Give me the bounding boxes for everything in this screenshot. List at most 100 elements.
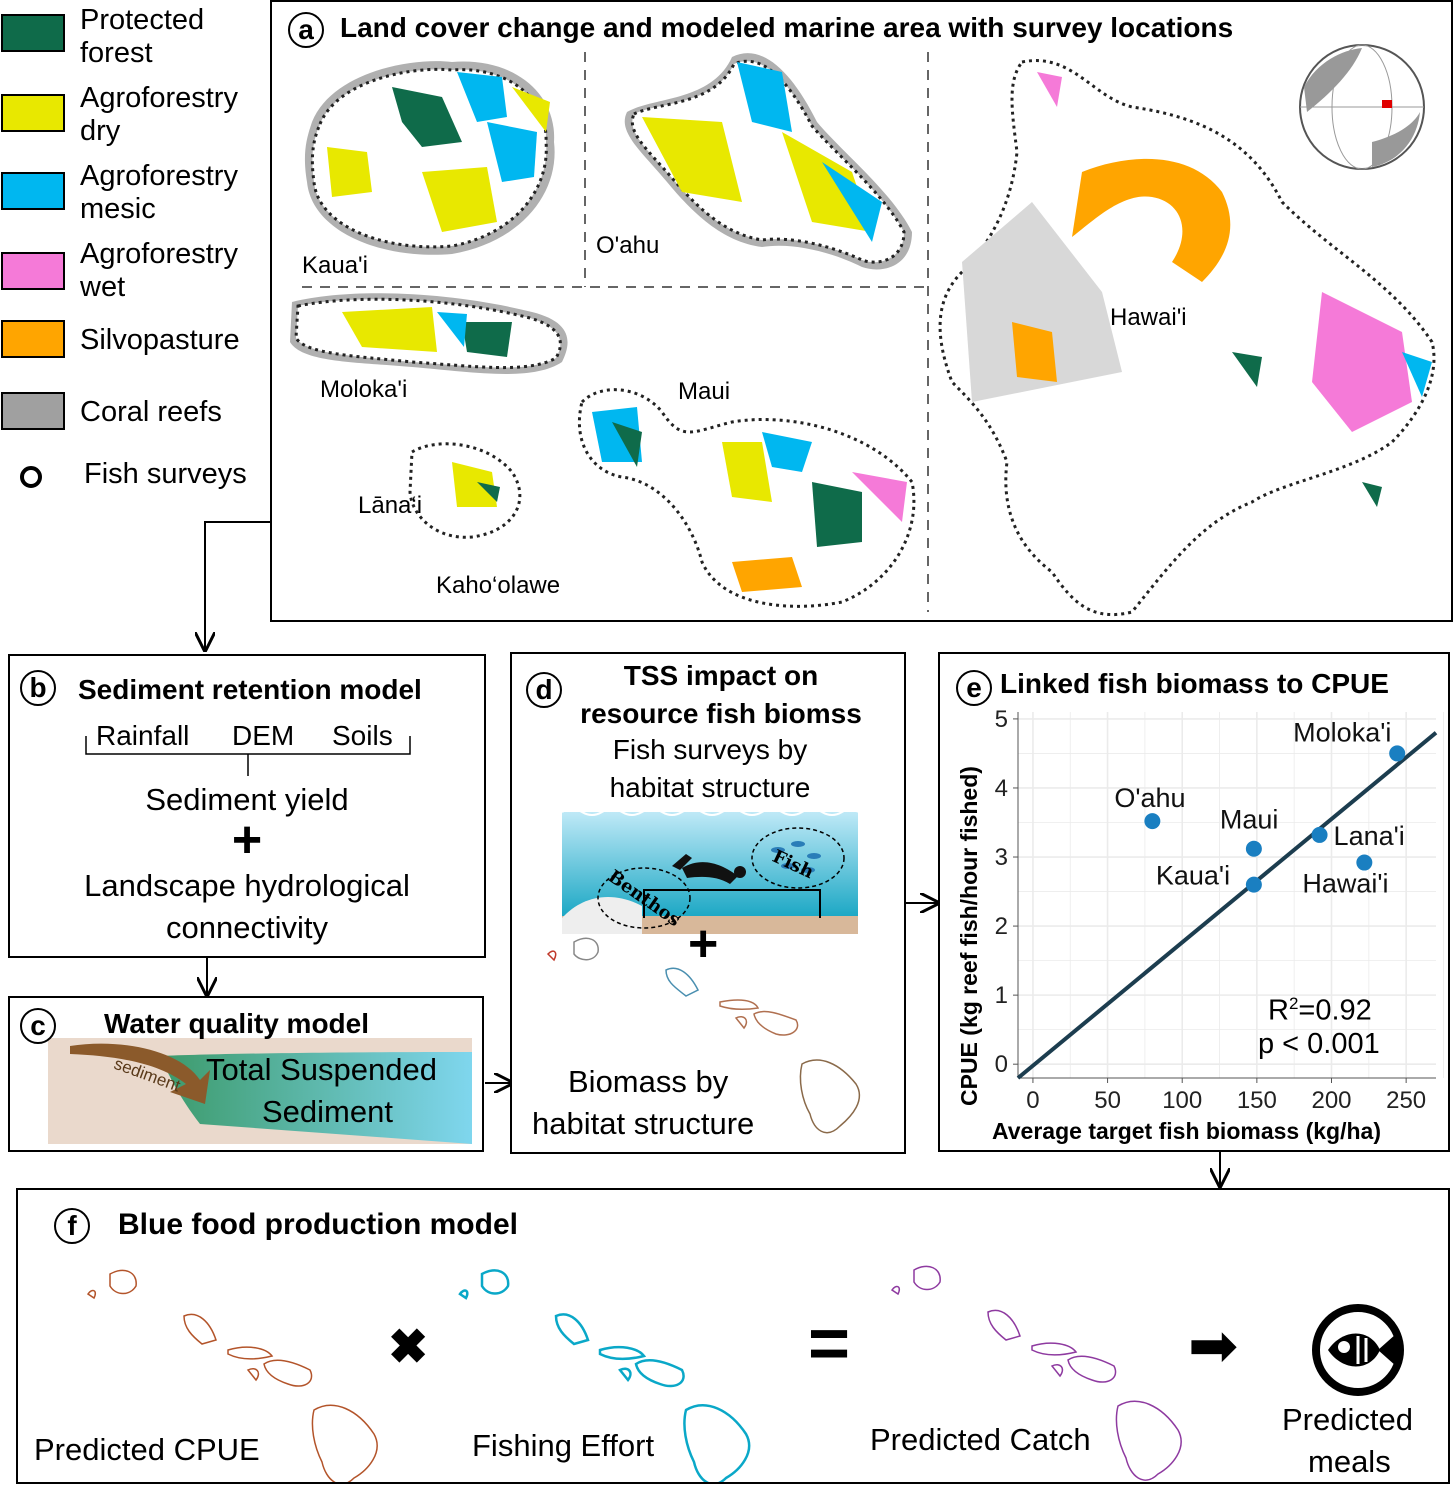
maui-island bbox=[577, 388, 916, 608]
legend-label-protected: Protected bbox=[80, 4, 205, 36]
arrow-a-to-b bbox=[205, 521, 272, 650]
legend-label-coral-reefs: Coral reefs bbox=[80, 396, 222, 428]
x-tick-label: 0 bbox=[1026, 1087, 1039, 1114]
data-point bbox=[1245, 840, 1262, 857]
globe-inset-icon bbox=[1299, 44, 1425, 170]
legend-label-silvopasture: Silvopasture bbox=[80, 324, 240, 356]
legend-swatch-coral-reefs bbox=[1, 392, 65, 430]
input-rainfall: Rainfall bbox=[96, 720, 190, 751]
island-outline bbox=[311, 1404, 378, 1482]
fish-surveys-line1: Fish surveys by bbox=[612, 734, 808, 765]
y-tick-label: 4 bbox=[995, 775, 1008, 802]
x-tick-label: 100 bbox=[1162, 1087, 1202, 1114]
inputs-bracket bbox=[85, 736, 411, 776]
panel-f-title: Blue food production model bbox=[118, 1208, 518, 1241]
lanai-island bbox=[408, 442, 522, 539]
water-quality-illustration bbox=[48, 1038, 472, 1144]
data-point-label: Maui bbox=[1220, 805, 1279, 835]
blue-food-islands-illustration bbox=[86, 1265, 1404, 1482]
island-label-molokai: Moloka'i bbox=[320, 376, 408, 403]
x-tick-label: 150 bbox=[1237, 1087, 1277, 1114]
panel-d-letter: d bbox=[526, 672, 562, 708]
legend: Protected forest Agroforestry dry Agrofo… bbox=[0, 0, 268, 520]
panel-b-letter: b bbox=[20, 670, 56, 706]
tss-label-line1: Total Suspended bbox=[206, 1052, 437, 1087]
cpue-scatter-chart: 0 50 100 150 200 250 0 1 2 3 4 5 Moloka'i O'ahu Maui L… bbox=[995, 706, 1444, 1114]
predicted-catch-label: Predicted Catch bbox=[870, 1422, 1091, 1457]
sediment-yield-label: Sediment yield bbox=[145, 782, 349, 817]
r2-value: =0.92 bbox=[1298, 994, 1372, 1027]
panel-e-letter: e bbox=[956, 670, 992, 706]
regression-line bbox=[1016, 731, 1438, 1080]
catch-islands-map bbox=[890, 1265, 1182, 1481]
data-point-label: Hawai'i bbox=[1302, 869, 1388, 899]
legend-label-agroforestry-3: Agroforestry bbox=[80, 238, 238, 270]
x-tick-label: 50 bbox=[1094, 1087, 1121, 1114]
legend-swatch-agroforestry-dry bbox=[1, 94, 65, 132]
hawaii-islands-map bbox=[290, 44, 1436, 617]
islands-outline-small bbox=[546, 937, 861, 1134]
times-icon: ✖ bbox=[388, 1321, 429, 1374]
data-point bbox=[1245, 876, 1262, 893]
tss-label-line2: Sediment bbox=[262, 1094, 393, 1129]
biomass-line2: habitat structure bbox=[532, 1106, 755, 1141]
predicted-meals-line2: meals bbox=[1308, 1444, 1391, 1479]
panel-a-title: Land cover change and modeled marine are… bbox=[340, 12, 1234, 43]
data-point bbox=[1311, 826, 1328, 843]
island-label-kauai: Kaua'i bbox=[302, 252, 368, 279]
island-outline bbox=[890, 1285, 901, 1296]
panel-b-sediment-retention: b Sediment retention model Rainfall DEM … bbox=[8, 654, 486, 958]
p-value-stat: p < 0.001 bbox=[1258, 1028, 1380, 1060]
y-tick-label: 3 bbox=[995, 844, 1008, 871]
hawaii-big-island bbox=[938, 59, 1436, 617]
fish-survey-circle-icon bbox=[20, 466, 42, 488]
fish-surveys-line2: habitat structure bbox=[609, 772, 811, 803]
panel-c-letter: c bbox=[20, 1008, 56, 1044]
legend-swatch-agroforestry-mesic bbox=[1, 172, 65, 210]
island-outline bbox=[227, 1346, 274, 1360]
input-soils: Soils bbox=[332, 720, 393, 751]
island-outline bbox=[1115, 1400, 1182, 1481]
plus-icon: + bbox=[231, 811, 263, 869]
oahu-island bbox=[624, 53, 912, 270]
island-outline bbox=[86, 1289, 97, 1300]
fish-meal-icon bbox=[1312, 1304, 1404, 1396]
island-label-lanai: Lāna‘i bbox=[358, 492, 423, 519]
data-point-label: Kaua'i bbox=[1156, 861, 1230, 891]
island-outline bbox=[1050, 1364, 1064, 1378]
predicted-meals-line1: Predicted bbox=[1282, 1402, 1413, 1437]
effort-islands-map bbox=[458, 1269, 751, 1482]
legend-swatch-protected-forest bbox=[1, 14, 65, 52]
legend-label-dry: dry bbox=[80, 115, 121, 147]
y-tick-label: 0 bbox=[995, 1051, 1008, 1078]
panel-d-title-line1: TSS impact on bbox=[623, 660, 819, 691]
biomass-line1: Biomass by bbox=[568, 1064, 729, 1099]
island-outline bbox=[480, 1269, 510, 1295]
kauai-island bbox=[304, 61, 555, 255]
panel-a-land-cover-map: a Land cover change and modeled marine a… bbox=[270, 0, 1453, 622]
data-point bbox=[1389, 745, 1406, 762]
legend-label-agroforestry-1: Agroforestry bbox=[80, 82, 238, 114]
island-outline bbox=[634, 1359, 685, 1388]
island-outline bbox=[1031, 1342, 1078, 1356]
x-tick-label: 250 bbox=[1386, 1087, 1426, 1114]
diver-survey-illustration bbox=[562, 808, 858, 934]
hydro-connectivity-line1: Landscape hydrological bbox=[84, 868, 410, 903]
legend-label-wet: wet bbox=[80, 271, 126, 303]
data-point-label: O'ahu bbox=[1114, 783, 1185, 813]
panel-e-fish-biomass-cpue: e Linked fish biomass to CPUE 0 50 100 150 2… bbox=[938, 652, 1450, 1152]
island-outline bbox=[246, 1368, 260, 1382]
x-tick-label: 200 bbox=[1311, 1087, 1351, 1114]
panel-a-letter: a bbox=[288, 12, 324, 48]
y-tick-label: 5 bbox=[995, 706, 1008, 733]
molokai-island bbox=[290, 293, 568, 374]
island-outline bbox=[458, 1289, 469, 1300]
island-label-hawaii: Hawai'i bbox=[1110, 304, 1187, 331]
island-label-oahu: O'ahu bbox=[596, 232, 660, 259]
panel-f-letter: f bbox=[54, 1208, 90, 1244]
input-dem: DEM bbox=[232, 720, 295, 751]
panel-b-title: Sediment retention model bbox=[78, 674, 422, 705]
y-tick-label: 1 bbox=[995, 982, 1008, 1009]
island-outline bbox=[109, 1269, 137, 1295]
